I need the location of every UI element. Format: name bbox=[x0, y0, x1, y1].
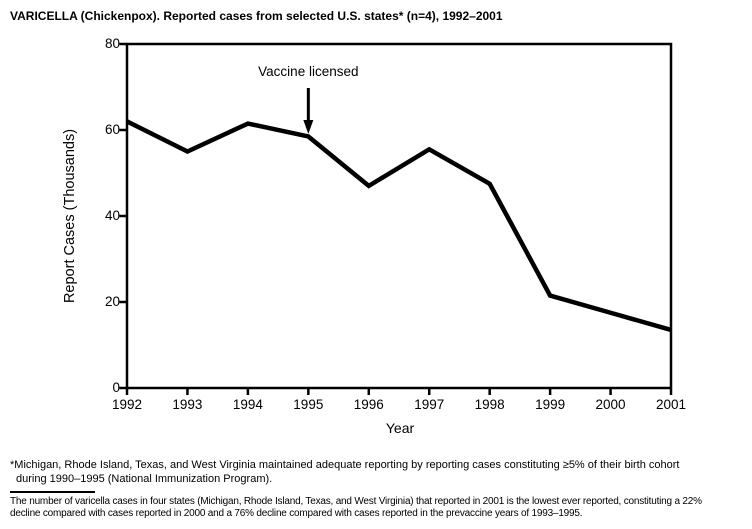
y-tick-label: 0 bbox=[112, 380, 120, 395]
x-tick-label: 1992 bbox=[111, 397, 143, 412]
x-tick-label: 2000 bbox=[595, 397, 626, 412]
y-tick-label: 40 bbox=[104, 208, 120, 223]
footnote-birth-cohort-line1: *Michigan, Rhode Island, Texas, and West… bbox=[10, 459, 680, 471]
x-tick-label: 1998 bbox=[474, 397, 505, 412]
varicella-trend-line bbox=[125, 119, 672, 333]
arrow-head-icon bbox=[303, 120, 314, 134]
x-tick-label: 1999 bbox=[535, 397, 566, 412]
footnote-decline-line1: The number of varicella cases in four st… bbox=[10, 496, 702, 507]
chart-title: VARICELLA (Chickenpox). Reported cases f… bbox=[10, 9, 503, 23]
x-tick-label: 1996 bbox=[353, 397, 384, 412]
x-axis-label: Year bbox=[385, 420, 415, 436]
footnote-decline-line2: decline compared with cases reported in … bbox=[10, 508, 583, 519]
annotation-arrow bbox=[303, 88, 314, 134]
line-chart-canvas bbox=[119, 42, 673, 395]
y-tick-label: 20 bbox=[104, 294, 120, 309]
x-tick-label: 2001 bbox=[655, 397, 687, 412]
x-tick-label: 1997 bbox=[414, 397, 445, 412]
footnote-birth-cohort-line2: during 1990–1995 (National Immunization … bbox=[16, 473, 273, 485]
y-axis-label: Report Cases (Thousands) bbox=[62, 128, 78, 304]
annotation-label: Vaccine licensed bbox=[258, 64, 359, 79]
y-tick-label: 80 bbox=[104, 36, 120, 51]
x-tick-label: 1995 bbox=[293, 397, 324, 412]
y-tick-label: 60 bbox=[104, 122, 120, 137]
x-tick-label: 1994 bbox=[232, 397, 263, 412]
axis-tick-marks bbox=[119, 42, 673, 395]
plot-frame bbox=[125, 42, 673, 390]
x-tick-label: 1993 bbox=[172, 397, 203, 412]
footnote-divider bbox=[10, 491, 95, 493]
